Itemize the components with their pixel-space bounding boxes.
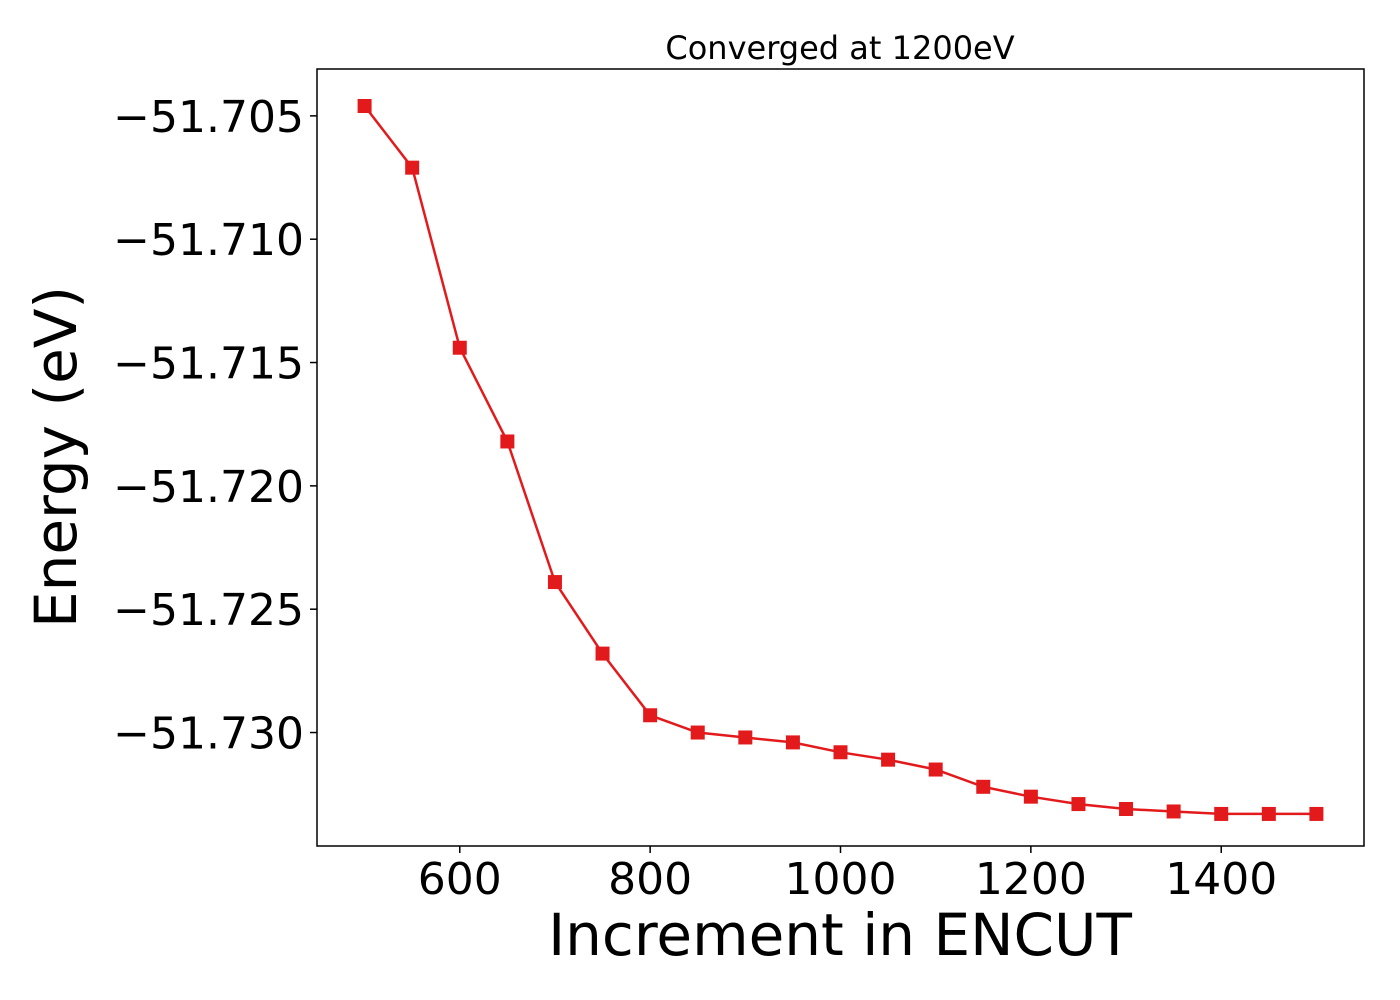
data-point — [738, 730, 753, 745]
data-point — [1309, 806, 1324, 821]
data-point — [500, 434, 515, 449]
data-point — [1166, 804, 1181, 819]
data-point — [1214, 806, 1229, 821]
y-axis-label: Energy (eV) — [22, 286, 90, 628]
data-point — [928, 762, 943, 777]
data-point — [690, 725, 705, 740]
data-point — [785, 735, 800, 750]
y-tick-label: −51.710 — [113, 215, 304, 266]
x-tick-label: 800 — [608, 854, 692, 905]
x-tick-label: 1200 — [975, 854, 1087, 905]
data-point — [976, 779, 991, 794]
y-tick-label: −51.725 — [113, 585, 304, 636]
y-tick-label: −51.715 — [113, 339, 304, 390]
data-point — [1261, 806, 1276, 821]
data-point — [595, 646, 610, 661]
data-point — [547, 575, 562, 590]
data-point — [1071, 797, 1086, 812]
data-point — [881, 752, 896, 767]
x-tick-label: 1400 — [1165, 854, 1277, 905]
x-tick-label: 1000 — [785, 854, 897, 905]
chart-title: Converged at 1200eV — [665, 29, 1014, 67]
data-point — [1023, 789, 1038, 804]
y-tick-label: −51.705 — [113, 92, 304, 143]
y-tick-label: −51.720 — [113, 462, 304, 513]
plot-frame — [316, 68, 1365, 847]
x-axis-label: Increment in ENCUT — [548, 901, 1132, 969]
y-tick-label: −51.730 — [113, 709, 304, 760]
data-point — [643, 708, 658, 723]
data-point — [1119, 802, 1134, 816]
data-point — [833, 745, 848, 760]
data-point — [452, 340, 467, 355]
data-point — [357, 99, 372, 113]
x-tick-label: 600 — [418, 854, 502, 905]
series-line — [363, 105, 1317, 816]
data-point — [405, 160, 420, 175]
